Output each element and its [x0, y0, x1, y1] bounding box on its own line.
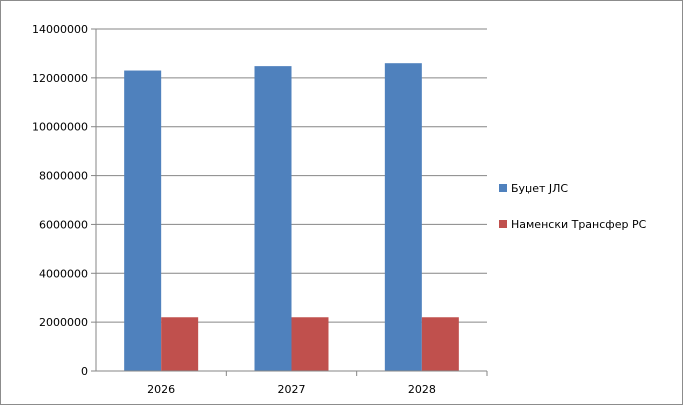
y-tick-labels: 0 2000000 4000000 6000000 8000000 10000000 120… [32, 23, 88, 378]
axes [91, 28, 488, 376]
x-tick-label: 2028 [408, 383, 436, 396]
y-tick-label: 14000000 [32, 23, 88, 36]
legend-label: Буџет ЈЛС [511, 182, 568, 195]
y-tick-label: 0 [81, 365, 88, 378]
legend: Буџет ЈЛС Наменски Трансфер РС [499, 182, 647, 231]
y-tick-label: 4000000 [39, 267, 88, 280]
bar-budzet-2026 [124, 70, 162, 372]
bar-budzet-2028 [384, 63, 422, 371]
legend-swatch [499, 220, 507, 228]
x-tick-labels: 2026 2027 2028 [147, 383, 436, 396]
x-tick-label: 2026 [147, 383, 175, 396]
y-tick-label: 8000000 [39, 170, 88, 183]
x-tick-label: 2027 [278, 383, 306, 396]
bar-transfer-2027 [291, 317, 329, 371]
y-tick-label: 2000000 [39, 316, 88, 329]
legend-label: Наменски Трансфер РС [511, 218, 647, 231]
y-tick-label: 12000000 [32, 72, 88, 85]
legend-swatch [499, 184, 507, 192]
bar-transfer-2026 [161, 317, 199, 371]
y-tick-label: 6000000 [39, 218, 88, 231]
y-tick-label: 10000000 [32, 121, 88, 134]
bar-budzet-2027 [254, 66, 292, 371]
bars [124, 63, 459, 372]
bar-transfer-2028 [421, 317, 459, 371]
